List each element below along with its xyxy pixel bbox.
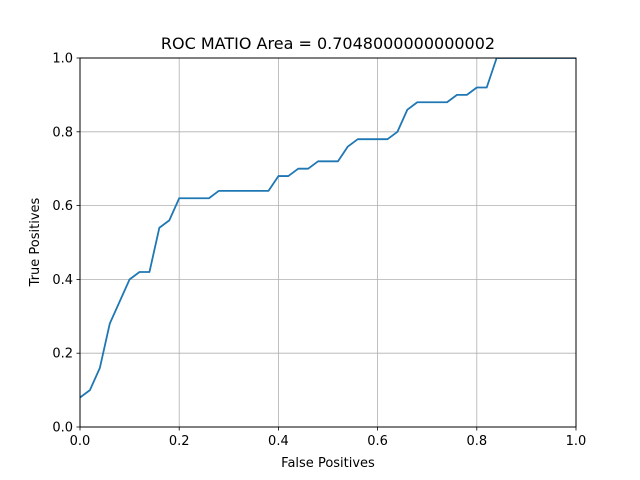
roc-curve-line xyxy=(80,58,576,399)
y-axis-ticks: 0.0 0.2 0.4 0.6 0.8 1.0 xyxy=(52,52,80,436)
x-axis-label: False Positives xyxy=(281,456,375,471)
plot-frame xyxy=(79,57,577,428)
grid-lines xyxy=(79,57,577,428)
y-tick-label: 0.8 xyxy=(52,125,73,140)
x-axis-ticks: 0.0 0.2 0.4 0.6 0.8 1.0 xyxy=(70,427,587,449)
y-tick-label: 0.0 xyxy=(52,421,73,436)
x-tick-label: 0.4 xyxy=(268,434,289,449)
x-tick-label: 0.2 xyxy=(169,434,190,449)
x-tick-label: 0.0 xyxy=(70,434,91,449)
y-tick-label: 0.6 xyxy=(52,199,73,214)
y-axis-label: True Positives xyxy=(28,197,43,287)
series-group xyxy=(80,58,576,399)
x-tick-label: 0.6 xyxy=(367,434,388,449)
y-tick-label: 0.2 xyxy=(52,347,73,362)
x-tick-label: 1.0 xyxy=(566,434,587,449)
chart-title: ROC MATIO Area = 0.7048000000000002 xyxy=(161,34,495,53)
y-tick-label: 1.0 xyxy=(52,52,73,67)
x-tick-label: 0.8 xyxy=(466,434,487,449)
y-tick-label: 0.4 xyxy=(52,273,73,288)
